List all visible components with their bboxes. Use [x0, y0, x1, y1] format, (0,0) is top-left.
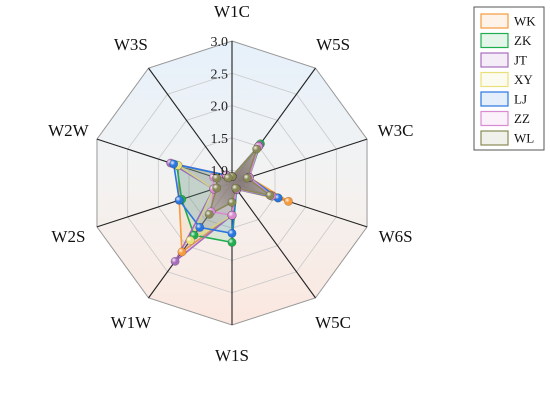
legend-swatch-zk [480, 32, 509, 49]
category-labels: W1C W5S W3C W6S W5C W1S W1W W2S W2W W3S [48, 2, 413, 365]
axis-spoke [231, 182, 316, 299]
series-layer [166, 139, 293, 266]
data-point-highlight [205, 210, 214, 219]
tick-label: 1.0 [211, 164, 229, 179]
legend-label-jt: JT [514, 53, 527, 68]
legend-label-wk: WK [514, 14, 536, 29]
data-point-highlight [231, 184, 240, 193]
legend-label-zk: ZK [514, 33, 532, 48]
category-label-w1w: W1W [111, 313, 153, 332]
category-label-w5c: W5C [315, 313, 351, 332]
data-point-highlight [284, 197, 293, 206]
data-point-highlight [227, 211, 237, 220]
category-label-w2w: W2W [48, 121, 90, 140]
data-point-highlight [243, 173, 252, 183]
legend-swatch-lj [480, 91, 509, 107]
data-point-highlight [227, 238, 237, 247]
category-label-w3s: W3S [114, 35, 148, 54]
category-label-w1s: W1S [215, 346, 249, 365]
data-point-highlight [224, 173, 233, 182]
category-label-w5s: W5S [316, 35, 350, 54]
axis-spoke [148, 67, 233, 184]
legend-swatch-wl [480, 130, 509, 146]
tick-label: 1.5 [211, 132, 229, 147]
radial-tick-labels: 1.0 1.5 2.0 2.5 3.0 [211, 35, 229, 179]
category-label-w6s: W6S [379, 227, 413, 246]
data-point-highlight [186, 236, 195, 245]
category-label-w1c: W1C [214, 2, 250, 21]
data-point-highlight [169, 159, 178, 169]
data-point-highlight [175, 195, 184, 205]
data-point-highlight [252, 144, 261, 154]
data-point-highlight [177, 247, 187, 257]
legend-label-xy: XY [514, 72, 533, 87]
data-point-highlight [170, 257, 180, 266]
category-label-w2s: W2S [51, 227, 85, 246]
legend-swatch-xy [480, 71, 509, 88]
axis-spoke [231, 138, 368, 184]
data-point-highlight [265, 191, 275, 200]
data-point-highlight [212, 173, 221, 183]
legend-label-lj: LJ [514, 92, 527, 107]
tick-label: 3.0 [211, 35, 229, 50]
legend: WK ZK JT XY LJ ZZ WL [473, 6, 545, 151]
legend-label-zz: ZZ [514, 111, 530, 126]
data-point-highlight [227, 229, 237, 238]
category-label-w3c: W3C [378, 121, 414, 140]
data-point-highlight [212, 183, 221, 193]
legend-swatch-wk [480, 13, 509, 29]
inner-area [211, 149, 271, 212]
inner-shaded-area [211, 149, 271, 212]
data-point-highlight [227, 198, 237, 207]
legend-box [473, 6, 545, 151]
tick-label: 2.0 [211, 100, 229, 115]
axis-spoke [96, 138, 233, 184]
axis-spoke [96, 182, 233, 228]
legend-swatch-zz [480, 110, 509, 127]
legend-label-wl: WL [514, 131, 534, 146]
tick-label: 2.5 [211, 67, 229, 82]
data-point-highlight [195, 223, 204, 232]
legend-swatch-jt [480, 52, 509, 68]
